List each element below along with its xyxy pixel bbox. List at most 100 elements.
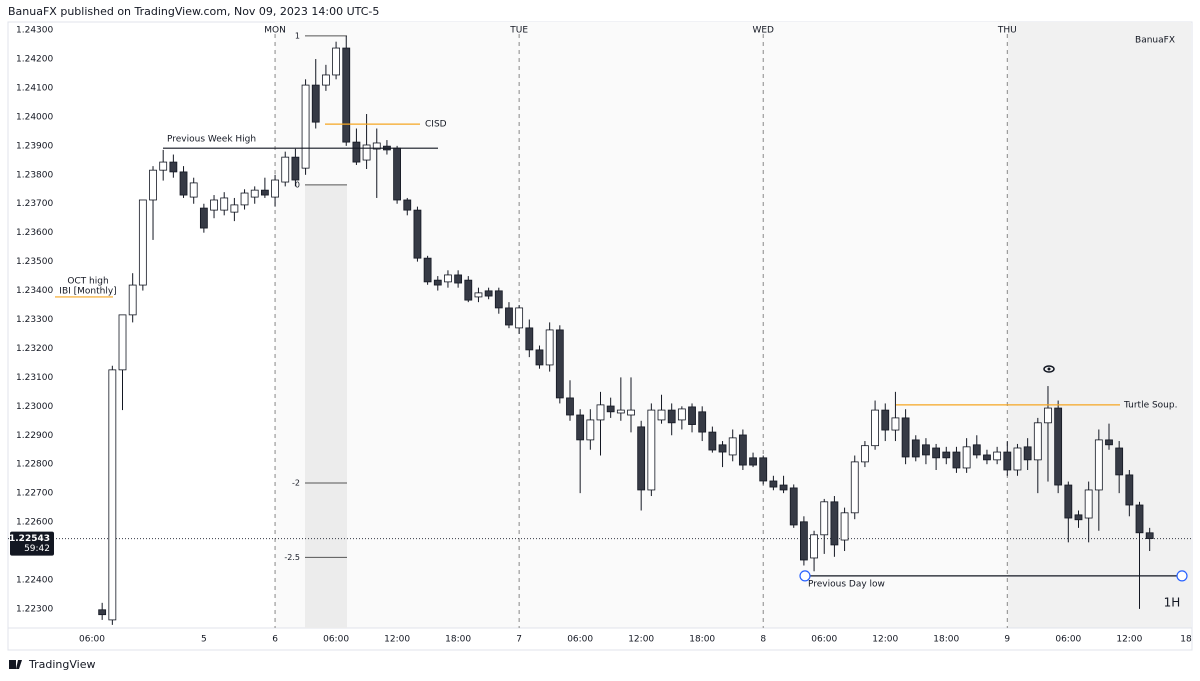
fib-label: -2.5 [284,553,300,562]
candle-body [505,307,513,326]
candle-body [250,189,259,198]
candle-body [413,209,422,259]
session-shade [1008,22,1191,628]
candle-body [464,279,473,301]
candle-body [1094,439,1103,491]
candle-body [138,199,147,286]
y-tick-label: 1.24300 [16,26,53,36]
price-tag-label: 1.22543 [9,534,50,544]
candle-body [301,84,310,169]
candle-body [881,409,890,431]
candle-body [1044,407,1052,424]
candle-body [260,189,269,196]
fib-label: 1 [295,31,300,40]
candle-body [586,419,595,441]
candle-body [861,445,869,463]
candle-body [271,179,279,198]
y-tick-label: 1.22700 [16,489,53,499]
candle-body [1033,422,1042,461]
header: BanuaFX published on TradingView.com, No… [8,5,379,18]
candle-body [789,487,798,526]
candle-body [952,451,961,469]
candle-body [606,405,615,413]
candle-body [1084,489,1093,519]
annotation-label: Turtle Soup. [1123,400,1177,410]
annotation-label: Previous Week High [167,135,256,145]
candle-body [535,349,544,366]
y-tick-label: 1.23000 [16,402,53,412]
candle-body [189,182,198,198]
fib-label: -2 [292,479,300,488]
annotation-label: CISD [425,120,447,130]
x-tick-label: 18:00 [445,635,471,645]
candle-body [698,411,707,433]
x-tick-label: 12:00 [628,635,654,645]
x-tick-label: 5 [201,635,207,645]
candle-body [1054,407,1063,486]
candle-body [169,161,178,173]
candle-body [749,457,757,466]
candle-body [1003,451,1012,471]
candle-body [871,409,879,447]
candle-body [1013,447,1022,471]
y-tick-label: 1.24000 [16,112,53,122]
candle-body [820,501,829,536]
candle-body [576,414,585,441]
candle-body [850,461,859,514]
candle-body [149,169,157,201]
candle-body [220,197,229,211]
candle-body [688,406,696,425]
candle-body [1115,447,1124,476]
candle-body [647,409,656,491]
annotation-handle [1176,570,1188,582]
candle-body [545,329,554,366]
candle-body [342,47,351,143]
y-tick-label: 1.22400 [16,575,53,585]
candle-body [291,156,300,181]
session-shade [275,22,1008,628]
session-label: TUE [509,26,528,36]
eye-icon [1043,365,1055,373]
candle-body [1145,532,1154,539]
annotation-handle [799,570,811,582]
candle-body [983,454,991,461]
watermark: BanuaFX [1135,36,1175,46]
candle-body [118,314,127,371]
candle-body [738,434,747,466]
candle-body [1105,439,1113,446]
fib-label: 0 [295,180,300,189]
candle-body [494,290,503,309]
candle-body [372,142,381,150]
y-tick-label: 1.23200 [16,344,53,354]
candle-body [474,292,483,298]
candle-body [433,279,442,286]
candle-body [555,329,564,399]
candle-body [210,199,218,211]
candle-body [525,327,534,351]
footer: TradingView [28,658,95,671]
logo-mark [16,660,22,669]
candle-body [901,417,910,458]
price-tag [10,531,54,556]
x-tick-label: 12:00 [384,635,410,645]
x-tick-label: 18 [1180,635,1192,645]
y-tick-label: 1.22600 [16,518,53,528]
x-tick-label: 18:00 [933,635,959,645]
candle-body [759,457,768,482]
candle-body [98,609,107,616]
x-tick-label: 6 [272,635,278,645]
x-tick-label: 06:00 [567,635,593,645]
candle-body [779,484,788,491]
candle-body [972,444,981,456]
annotation-label: IBI [Monthly] [59,286,116,296]
x-tick-label: 06:00 [79,635,105,645]
x-tick-label: 9 [1004,635,1010,645]
candle-body [1023,446,1032,461]
candle-body [677,408,686,421]
candle-body [423,257,432,283]
y-tick-label: 1.23400 [16,286,53,296]
annotation-label: OCT high [67,276,108,286]
candle-body [159,161,168,171]
y-tick-label: 1.22900 [16,431,53,441]
